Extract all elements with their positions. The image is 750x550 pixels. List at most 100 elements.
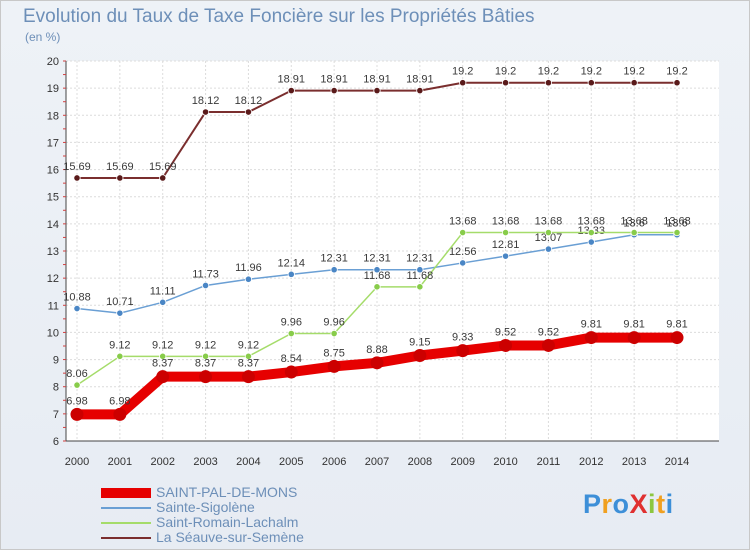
x-tick-label: 2009 (450, 456, 474, 468)
legend-label: Saint-Romain-Lachalm (156, 514, 299, 530)
saint-romain-lachalm-point (201, 352, 210, 360)
saint-romain-lachalm-data-label: 9.12 (195, 339, 216, 351)
saint-pal-de-mons-point (70, 407, 84, 421)
la-seauve-sur-semene-data-label: 18.91 (363, 74, 391, 86)
la-seauve-sur-semene-point (544, 79, 553, 87)
legend-label: Sainte-Sigolène (156, 499, 255, 515)
sainte-sigolene-data-label: 13.6 (623, 218, 644, 230)
y-tick-label: 9 (53, 355, 59, 367)
saint-pal-de-mons-data-label: 8.88 (366, 344, 387, 356)
saint-pal-de-mons-point (370, 356, 384, 370)
sainte-sigolene-point (116, 309, 124, 317)
y-tick-label: 11 (48, 300, 59, 312)
sainte-sigolene-point (244, 275, 253, 283)
saint-romain-lachalm-point (501, 228, 510, 237)
x-tick-label: 2000 (65, 456, 89, 468)
sainte-sigolene-point (459, 259, 467, 267)
sainte-sigolene-data-label: 12.14 (278, 257, 306, 269)
saint-pal-de-mons-data-label: 8.37 (238, 358, 259, 370)
la-seauve-sur-semene-data-label: 18.91 (406, 74, 434, 86)
sainte-sigolene-point (159, 298, 167, 306)
la-seauve-sur-semene-point (73, 174, 81, 182)
la-seauve-sur-semene-point (159, 174, 167, 182)
saint-romain-lachalm-point (673, 228, 681, 237)
saint-pal-de-mons-data-label: 8.54 (281, 353, 302, 365)
sainte-sigolene-data-label: 12.31 (320, 253, 348, 265)
y-tick-label: 19 (47, 83, 59, 95)
la-seauve-sur-semene-data-label: 18.12 (235, 95, 263, 107)
saint-romain-lachalm-data-label: 13.68 (449, 216, 477, 228)
la-seauve-sur-semene-point (116, 174, 124, 182)
legend-swatch (101, 488, 151, 498)
x-tick-label: 2010 (493, 456, 517, 468)
sainte-sigolene-data-label: 11.11 (150, 285, 176, 297)
sainte-sigolene-point (501, 252, 510, 260)
la-seauve-sur-semene-data-label: 15.69 (106, 161, 134, 173)
saint-pal-de-mons-data-label: 8.75 (323, 347, 344, 359)
x-tick-label: 2007 (365, 456, 389, 468)
saint-romain-lachalm-data-label: 13.68 (620, 216, 648, 228)
saint-pal-de-mons-data-label: 8.37 (195, 358, 216, 370)
saint-pal-de-mons-data-label: 9.15 (409, 337, 430, 349)
y-tick-label: 14 (47, 219, 59, 231)
chart-title: Evolution du Taux de Taxe Foncière sur l… (23, 6, 535, 27)
sainte-sigolene-data-label: 11.73 (192, 268, 219, 280)
saint-romain-lachalm-point (459, 228, 467, 237)
sainte-sigolene-data-label: 13.6 (666, 218, 687, 230)
saint-romain-lachalm-data-label: 9.96 (323, 317, 344, 329)
x-tick-label: 2001 (108, 456, 132, 468)
x-tick-label: 2006 (322, 456, 346, 468)
saint-romain-lachalm-data-label: 13.68 (535, 216, 563, 228)
y-tick-label: 6 (53, 436, 59, 448)
x-tick-label: 2012 (579, 456, 603, 468)
saint-pal-de-mons-point (241, 370, 255, 384)
sainte-sigolene-point (287, 270, 295, 278)
y-tick-label: 10 (47, 327, 59, 339)
y-tick-label: 13 (47, 246, 59, 258)
saint-romain-lachalm-point (244, 352, 253, 360)
sainte-sigolene-data-label: 12.81 (492, 239, 520, 251)
proxiti-logo: ProXiti (583, 489, 674, 520)
saint-pal-de-mons-point (499, 338, 513, 352)
saint-pal-de-mons-point (584, 331, 598, 345)
logo-letter: o (612, 489, 630, 519)
logo-letter: P (583, 489, 602, 519)
saint-pal-de-mons-point (327, 359, 341, 373)
sainte-sigolene-data-label: 12.56 (449, 246, 477, 258)
saint-pal-de-mons-point (156, 370, 170, 384)
la-seauve-sur-semene-data-label: 19.2 (452, 66, 473, 78)
saint-pal-de-mons-data-label: 9.52 (538, 326, 559, 338)
sainte-sigolene-point (544, 245, 553, 253)
la-seauve-sur-semene-data-label: 19.2 (581, 66, 602, 78)
sainte-sigolene-data-label: 10.71 (106, 296, 134, 308)
saint-romain-lachalm-point (544, 228, 553, 237)
x-tick-label: 2011 (537, 456, 561, 468)
logo-letter: i (665, 489, 674, 519)
la-seauve-sur-semene-point (244, 108, 253, 116)
legend-label: La Séauve-sur-Semène (156, 529, 304, 545)
saint-romain-lachalm-data-label: 9.12 (238, 339, 259, 351)
saint-romain-lachalm-data-label: 8.06 (66, 368, 87, 380)
y-tick-label: 17 (47, 137, 59, 149)
saint-pal-de-mons-data-label: 9.52 (495, 326, 516, 338)
sainte-sigolene-point (330, 266, 338, 274)
legend-swatch (101, 507, 151, 509)
saint-romain-lachalm-data-label: 9.12 (109, 339, 130, 351)
saint-romain-lachalm-data-label: 13.68 (663, 216, 691, 228)
x-tick-label: 2005 (279, 456, 303, 468)
sainte-sigolene-data-label: 11.96 (235, 262, 262, 274)
saint-romain-lachalm-data-label: 9.96 (281, 317, 302, 329)
sainte-sigolene-data-label: 12.31 (406, 253, 434, 265)
la-seauve-sur-semene-data-label: 19.2 (623, 66, 644, 78)
la-seauve-sur-semene-data-label: 18.91 (278, 74, 306, 86)
saint-romain-lachalm-data-label: 13.68 (578, 216, 606, 228)
saint-romain-lachalm-point (73, 381, 81, 389)
saint-romain-lachalm-point (330, 329, 338, 338)
sainte-sigolene-point (587, 238, 595, 246)
sainte-sigolene-data-label: 10.88 (63, 292, 91, 304)
saint-romain-lachalm-point (587, 228, 595, 237)
saint-romain-lachalm-point (416, 283, 424, 291)
saint-romain-lachalm-data-label: 13.68 (492, 216, 520, 228)
logo-letter: r (601, 489, 613, 519)
